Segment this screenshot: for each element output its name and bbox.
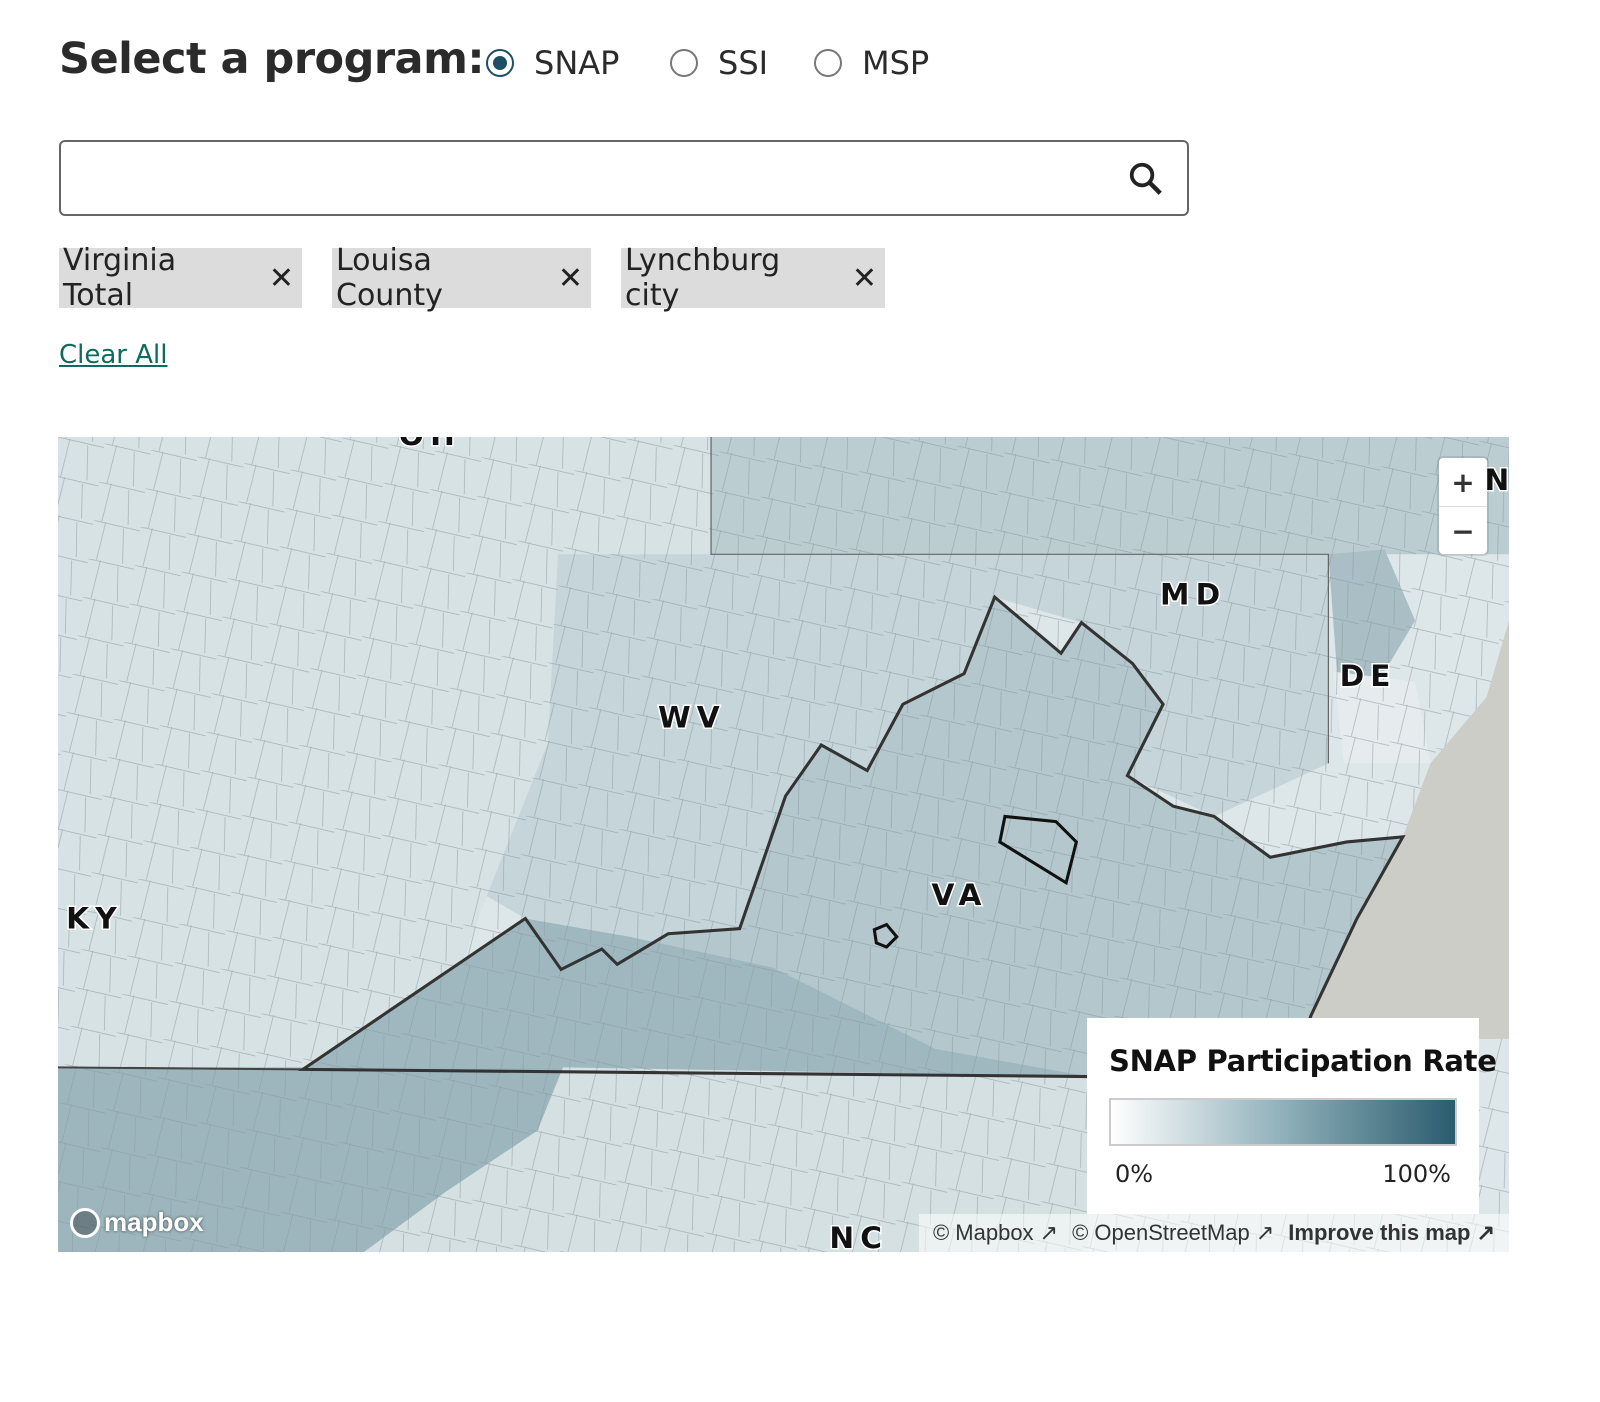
radio-label: SSI [718,44,769,82]
mapbox-logo-icon [70,1207,100,1238]
radio-label: MSP [862,44,930,82]
virginia-outline [297,594,1406,1079]
state-border-north [710,437,1330,764]
state-label-ky: KY [66,902,123,936]
search-input[interactable] [77,142,1121,214]
state-label-de: DE [1340,659,1397,693]
state-label-nc: NC [829,1221,888,1252]
close-icon[interactable]: ✕ [268,260,294,296]
clear-all-link[interactable]: Clear All [59,340,168,370]
zoom-controls: + − [1439,458,1487,554]
map-legend: SNAP Participation Rate 0% 100% [1087,1018,1497,1214]
search-box [59,140,1189,216]
attribution-mapbox-link[interactable]: © Mapbox ↗ [932,1220,1059,1245]
louisa-county-outline [998,814,1079,886]
radio-unselected-icon[interactable] [814,49,842,77]
lynchburg-city-outline [872,922,899,949]
close-icon[interactable]: ✕ [557,260,583,296]
zoom-in-button[interactable]: + [1439,458,1487,507]
search-icon[interactable] [1127,160,1165,198]
state-label-oh: OH [399,437,461,452]
chip-virginia-total: Virginia Total ✕ [59,243,302,313]
chip-label: Virginia Total [63,243,177,313]
radio-unselected-icon[interactable] [670,49,698,77]
chip-label: Louisa County [336,243,443,313]
chip-label: Lynchburg city [625,243,781,313]
ocean [1304,620,1509,1039]
legend-color-scale [1109,1098,1457,1146]
radio-snap[interactable]: SNAP [486,44,619,82]
chip-lynchburg-city: Lynchburg city ✕ [621,243,885,313]
state-label-md: MD [1160,577,1226,611]
map-attribution: © Mapbox ↗ © OpenStreetMap ↗ Improve thi… [918,1214,1509,1252]
radio-ssi[interactable]: SSI [670,44,768,82]
state-label-nj: N [1485,463,1509,497]
legend-max-label: 100% [1382,1160,1451,1188]
radio-selected-icon[interactable] [486,49,514,77]
attribution-osm-link[interactable]: © OpenStreetMap ↗ [1072,1220,1275,1245]
legend-min-label: 0% [1115,1160,1154,1188]
legend-title: SNAP Participation Rate [1109,1044,1497,1078]
zoom-out-button[interactable]: − [1451,514,1475,548]
radio-label: SNAP [534,44,620,82]
radio-msp[interactable]: MSP [814,44,929,82]
improve-map-link[interactable]: Improve this map ↗ [1288,1220,1495,1245]
chip-louisa-county: Louisa County ✕ [332,243,591,313]
map[interactable]: OH WV KY VA MD DE NC N + − SNAP Particip… [58,437,1509,1252]
program-selector-label: Select a program: [59,34,485,84]
state-label-va: VA [931,878,987,912]
mapbox-logo[interactable]: mapbox [70,1207,204,1238]
state-label-wv: WV [658,701,726,735]
close-icon[interactable]: ✕ [851,260,877,296]
